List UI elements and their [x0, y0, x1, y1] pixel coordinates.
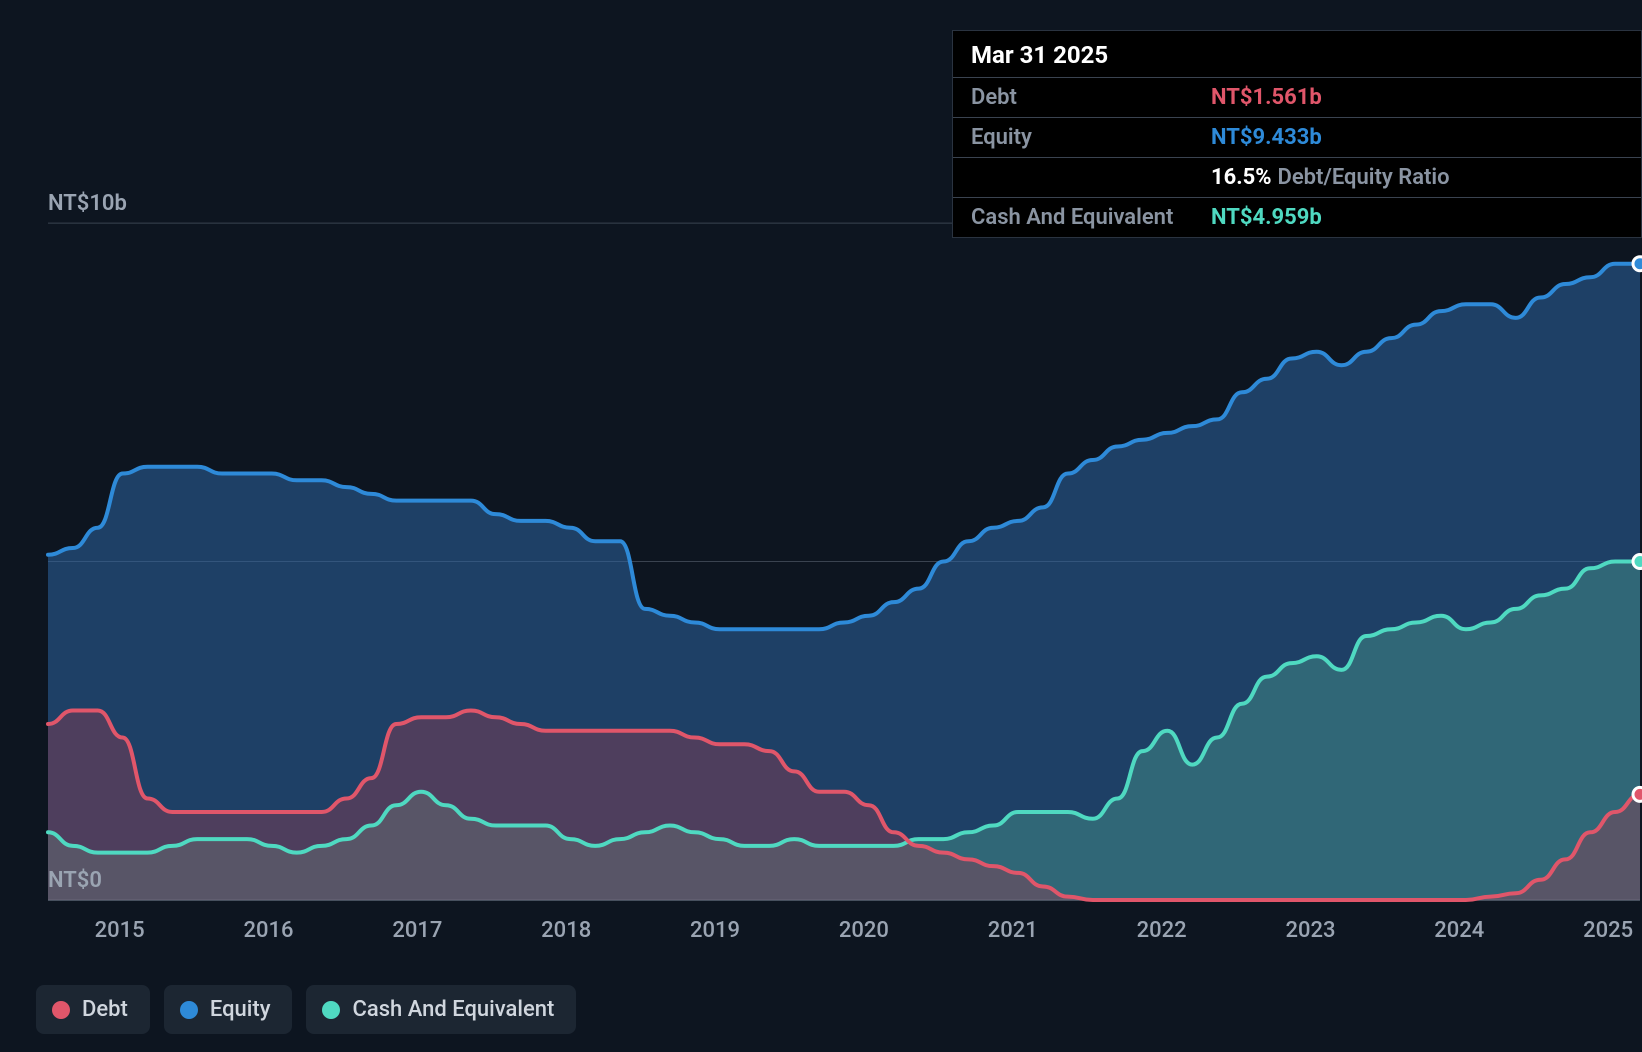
chart-tooltip: Mar 31 2025 DebtNT$1.561bEquityNT$9.433b… [952, 30, 1642, 238]
x-axis-label: 2025 [1583, 918, 1633, 943]
tooltip-suffix: Debt/Equity Ratio [1278, 165, 1450, 190]
series-end-marker-debt [1633, 787, 1642, 801]
chart-legend: Debt Equity Cash And Equivalent [36, 985, 576, 1034]
chart-container: NT$0 NT$10b 2015 2016 2017 2018 2019 2020 2021 2… [0, 0, 1642, 1052]
legend-item-debt[interactable]: Debt [36, 985, 150, 1034]
tooltip-metric-value: 16.5% [1211, 165, 1272, 190]
tooltip-row: 16.5%Debt/Equity Ratio [953, 157, 1641, 197]
series-end-marker-equity [1633, 257, 1642, 271]
legend-dot-icon [322, 1001, 340, 1019]
tooltip-metric-label: Equity [971, 125, 1211, 150]
tooltip-metric-value: NT$4.959b [1211, 205, 1322, 230]
x-axis-label: 2023 [1285, 918, 1335, 943]
legend-dot-icon [52, 1001, 70, 1019]
tooltip-metric-value: NT$1.561b [1211, 85, 1322, 110]
legend-label: Cash And Equivalent [352, 997, 554, 1022]
y-axis-label: NT$10b [48, 191, 127, 216]
x-axis-label: 2019 [690, 918, 740, 943]
tooltip-metric-label: Debt [971, 85, 1211, 110]
legend-dot-icon [180, 1001, 198, 1019]
tooltip-date: Mar 31 2025 [953, 31, 1641, 77]
tooltip-row: EquityNT$9.433b [953, 117, 1641, 157]
tooltip-row: DebtNT$1.561b [953, 77, 1641, 117]
legend-item-equity[interactable]: Equity [164, 985, 293, 1034]
tooltip-metric-label: Cash And Equivalent [971, 205, 1211, 230]
tooltip-metric-value: NT$9.433b [1211, 125, 1322, 150]
x-axis-label: 2016 [243, 918, 293, 943]
tooltip-metric-label [971, 165, 1211, 190]
legend-label: Equity [210, 997, 271, 1022]
legend-item-cash[interactable]: Cash And Equivalent [306, 985, 576, 1034]
x-axis-label: 2015 [95, 918, 145, 943]
x-axis-label: 2020 [839, 918, 889, 943]
series-end-marker-cash [1633, 555, 1642, 569]
x-axis-label: 2022 [1137, 918, 1187, 943]
x-axis-label: 2017 [392, 918, 442, 943]
x-axis-label: 2024 [1434, 918, 1484, 943]
legend-label: Debt [82, 997, 128, 1022]
x-axis-label: 2021 [988, 918, 1038, 943]
tooltip-row: Cash And EquivalentNT$4.959b [953, 197, 1641, 237]
x-axis-label: 2018 [541, 918, 591, 943]
y-axis-label: NT$0 [48, 868, 102, 893]
